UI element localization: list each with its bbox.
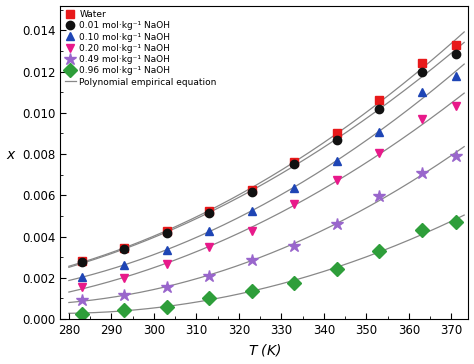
Y-axis label: $x$: $x$ bbox=[6, 148, 16, 162]
Legend: Water, 0.01 mol·kg⁻¹ NaOH, 0.10 mol·kg⁻¹ NaOH, 0.20 mol·kg⁻¹ NaOH, 0.49 mol·kg⁻¹: Water, 0.01 mol·kg⁻¹ NaOH, 0.10 mol·kg⁻¹… bbox=[63, 8, 219, 88]
X-axis label: $T$ (K): $T$ (K) bbox=[248, 343, 281, 359]
